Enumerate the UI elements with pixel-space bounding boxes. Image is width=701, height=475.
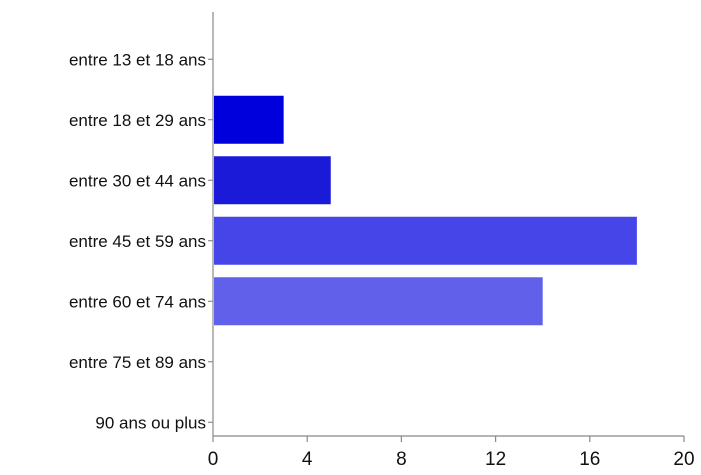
category-label-3: entre 45 et 59 ans <box>69 232 206 251</box>
x-tick-label-3: 12 <box>485 449 506 470</box>
bar-1 <box>214 95 284 144</box>
category-label-4: entre 60 et 74 ans <box>69 292 206 311</box>
bar-2 <box>214 156 331 205</box>
x-tick-label-5: 20 <box>673 449 694 470</box>
bars-layer <box>214 95 637 326</box>
x-tick-label-2: 8 <box>396 449 407 470</box>
category-label-6: 90 ans ou plus <box>95 413 206 432</box>
bar-4 <box>214 277 543 326</box>
labels-layer: entre 13 et 18 ans entre 18 et 29 ans entr… <box>69 50 695 470</box>
x-tick-label-1: 4 <box>302 449 313 470</box>
x-tick-label-0: 0 <box>208 449 219 470</box>
category-label-1: entre 18 et 29 ans <box>69 111 206 130</box>
category-label-2: entre 30 et 44 ans <box>69 171 206 190</box>
category-label-0: entre 13 et 18 ans <box>69 50 206 69</box>
axes-layer <box>208 12 685 442</box>
category-label-5: entre 75 et 89 ans <box>69 353 206 372</box>
bar-3 <box>214 216 637 265</box>
x-tick-label-4: 16 <box>579 449 600 470</box>
